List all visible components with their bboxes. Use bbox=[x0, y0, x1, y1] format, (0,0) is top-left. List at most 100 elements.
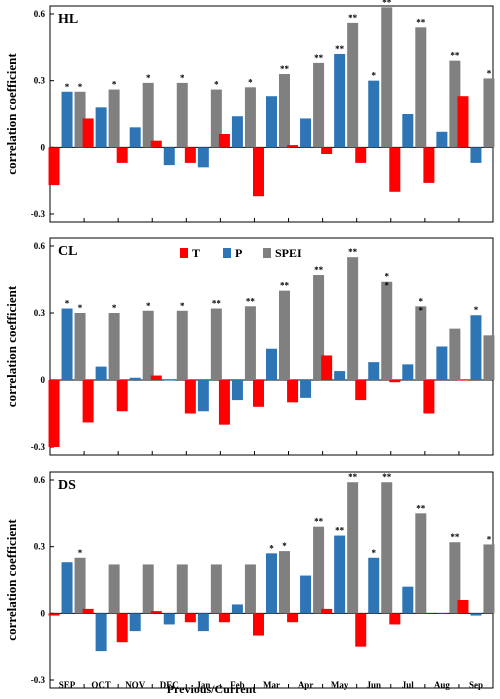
significance-star: * bbox=[65, 82, 70, 92]
x-tick-label-Sep: Sep bbox=[469, 680, 483, 690]
bar-HL-SPEI-Sep bbox=[483, 78, 495, 148]
bar-HL-P-Feb bbox=[231, 116, 243, 148]
bar-CL-SPEI-Sep bbox=[483, 335, 495, 380]
bar-CL-SPEI-Apr bbox=[313, 275, 325, 380]
y-tick-label: 0.6 bbox=[34, 475, 46, 485]
significance-star: ** bbox=[314, 53, 324, 63]
bar-CL-T-SEP bbox=[48, 380, 60, 447]
bar-HL-P-Jun bbox=[368, 80, 380, 148]
significance-star: * bbox=[384, 272, 389, 282]
significance-star: * bbox=[248, 77, 253, 87]
bar-DS-P-May bbox=[334, 535, 346, 614]
significance-star: * bbox=[180, 73, 185, 83]
bar-CL-P-OCT bbox=[95, 366, 107, 380]
x-tick-label-Jul: Jul bbox=[402, 680, 415, 690]
bar-DS-SPEI-OCT bbox=[108, 564, 120, 614]
significance-star: * bbox=[112, 303, 117, 313]
significance-star: ** bbox=[335, 44, 345, 54]
significance-star: * bbox=[214, 80, 219, 90]
x-tick-label-Jan: Jan bbox=[196, 680, 210, 690]
x-tick-label-Mar: Mar bbox=[263, 680, 280, 690]
significance-star: ** bbox=[335, 526, 345, 536]
bar-HL-T-SEP bbox=[48, 147, 60, 186]
bar-CL-P-Feb bbox=[231, 380, 243, 401]
bar-DS-T-Mar bbox=[253, 613, 264, 636]
bar-DS-P-Aug bbox=[436, 613, 448, 614]
bar-HL-SPEI-Jul bbox=[415, 27, 427, 148]
panel-label-CL: CL bbox=[58, 244, 77, 259]
x-tick-label-Jun: Jun bbox=[366, 680, 381, 690]
x-tick-label-NOV: NOV bbox=[125, 680, 146, 690]
bar-CL-T-NOV bbox=[116, 380, 128, 412]
bar-HL-T-Jul bbox=[389, 147, 401, 192]
x-tick-label-DEC: DEC bbox=[160, 680, 179, 690]
bar-DS-T-Sep bbox=[457, 600, 469, 614]
bar-HL-T-NOV bbox=[116, 147, 128, 163]
bar-HL-T-Apr bbox=[287, 145, 299, 148]
significance-star: * bbox=[112, 80, 117, 90]
bar-HL-T-Jun bbox=[355, 147, 367, 163]
bar-HL-P-Jan bbox=[197, 147, 209, 168]
bar-HL-P-NOV bbox=[129, 127, 141, 148]
bar-HL-SPEI-May bbox=[347, 22, 359, 148]
bar-DS-P-SEP bbox=[61, 562, 73, 614]
bar-CL-P-May bbox=[334, 371, 346, 380]
bar-HL-SPEI-NOV bbox=[142, 82, 154, 148]
bar-DS-SPEI-Mar bbox=[279, 551, 290, 614]
significance-star: ** bbox=[416, 503, 426, 513]
significance-star: ** bbox=[280, 64, 290, 74]
bar-DS-T-Apr bbox=[287, 613, 299, 623]
x-axis-label: Previous/Current bbox=[167, 682, 257, 694]
bar-HL-T-Feb bbox=[218, 134, 230, 148]
bar-DS-T-OCT bbox=[82, 608, 94, 614]
bar-CL-SPEI-Feb bbox=[244, 306, 256, 380]
significance-star: ** bbox=[450, 532, 460, 542]
y-tick-label: 0 bbox=[41, 375, 46, 385]
significance-star: * bbox=[487, 68, 492, 78]
bar-DS-SPEI-Feb bbox=[244, 564, 256, 614]
bar-DS-P-DEC bbox=[163, 613, 175, 625]
bar-CL-P-Mar bbox=[266, 348, 277, 380]
bar-HL-P-Sep bbox=[470, 147, 482, 163]
bar-HL-T-May bbox=[321, 147, 333, 154]
bar-CL-SPEI-Mar bbox=[279, 290, 290, 380]
bar-CL-P-Jul bbox=[402, 364, 414, 380]
bar-HL-P-OCT bbox=[95, 107, 107, 148]
significance-star: ** bbox=[450, 51, 460, 61]
bar-CL-SPEI-NOV bbox=[142, 310, 154, 380]
legend-swatch-P bbox=[223, 248, 231, 258]
bar-DS-SPEI-Jul bbox=[415, 513, 427, 614]
significance-star: ** bbox=[382, 0, 392, 7]
bar-DS-T-Feb bbox=[218, 613, 230, 623]
significance-star: * bbox=[78, 82, 83, 92]
significance-star: * bbox=[384, 281, 389, 291]
y-tick-label: 0 bbox=[41, 608, 46, 618]
bar-CL-P-Sep bbox=[470, 315, 482, 380]
y-axis-label: correlation coefficient bbox=[4, 53, 19, 175]
bar-CL-SPEI-Jul bbox=[415, 306, 427, 380]
y-tick-label: 0.6 bbox=[34, 9, 46, 19]
bar-DS-T-Jan bbox=[184, 613, 196, 623]
bar-HL-T-Jan bbox=[184, 147, 196, 163]
significance-star: * bbox=[371, 71, 376, 81]
bar-DS-SPEI-SEP bbox=[74, 557, 86, 614]
bar-HL-T-Mar bbox=[253, 147, 264, 197]
panel-label-HL: HL bbox=[58, 12, 78, 27]
x-tick-label-SEP: SEP bbox=[59, 680, 76, 690]
bar-HL-P-Mar bbox=[266, 96, 277, 148]
legend-label-T: T bbox=[192, 246, 200, 260]
y-axis-label: correlation coefficient bbox=[4, 519, 19, 641]
bar-CL-T-Sep bbox=[457, 380, 469, 381]
significance-star: ** bbox=[212, 299, 222, 309]
bar-HL-T-Sep bbox=[457, 96, 469, 148]
bar-CL-SPEI-Aug bbox=[449, 328, 461, 380]
bar-DS-P-Jul bbox=[402, 586, 414, 614]
bar-HL-SPEI-Jun bbox=[381, 7, 393, 148]
bar-DS-P-NOV bbox=[129, 613, 141, 632]
bar-HL-P-Jul bbox=[402, 114, 414, 148]
significance-star: ** bbox=[348, 472, 358, 482]
significance-star: ** bbox=[314, 265, 324, 275]
bar-CL-P-Jan bbox=[197, 380, 209, 412]
bar-HL-T-Aug bbox=[423, 147, 435, 183]
significance-star: ** bbox=[314, 517, 324, 527]
